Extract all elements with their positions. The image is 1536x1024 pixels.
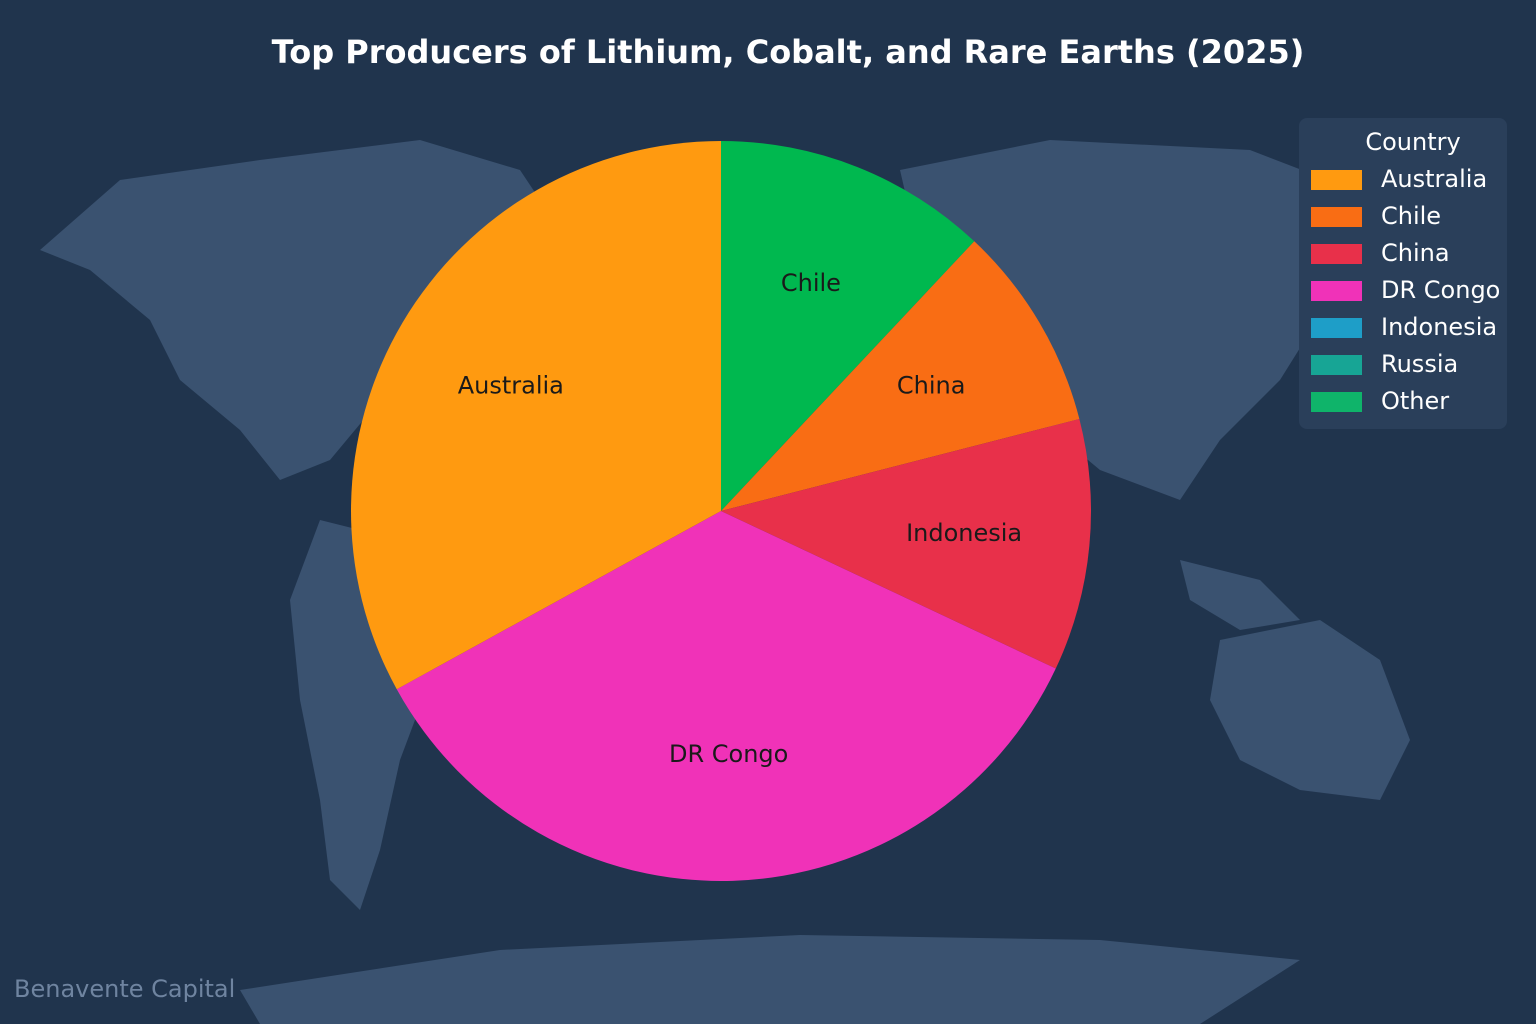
legend-swatch	[1311, 355, 1362, 375]
pie-slice	[721, 141, 975, 511]
legend-swatch	[1311, 244, 1362, 264]
pie-slice	[721, 418, 1092, 669]
legend-swatch	[1311, 207, 1362, 227]
legend-label: DR Congo	[1381, 276, 1500, 304]
world-map	[40, 140, 1410, 1024]
legend-label: Australia	[1381, 165, 1487, 193]
slice-label: Indonesia	[906, 519, 1022, 547]
pie-slice	[396, 511, 1056, 881]
legend-label: Indonesia	[1381, 313, 1497, 341]
legend-swatch	[1311, 170, 1362, 190]
legend-label: Russia	[1381, 350, 1458, 378]
slice-label: Chile	[781, 269, 841, 297]
legend-label: China	[1381, 239, 1450, 267]
slice-label: Australia	[458, 372, 564, 400]
watermark: Benavente Capital	[14, 975, 235, 1003]
slice-label: China	[897, 372, 966, 400]
legend: Country Australia Chile China DR Congo Indon…	[1299, 118, 1507, 429]
legend-title: Country	[1365, 128, 1460, 156]
slice-label: DR Congo	[669, 740, 788, 768]
pie-slice	[351, 141, 721, 690]
pie: Chile China Indonesia DR Congo Australia	[351, 141, 1092, 881]
pie-slice	[721, 241, 1080, 511]
legend-swatch	[1311, 281, 1362, 301]
legend-label: Chile	[1381, 202, 1441, 230]
legend-swatch	[1311, 318, 1362, 338]
legend-label: Other	[1381, 387, 1449, 415]
legend-swatch	[1311, 392, 1362, 412]
legend-box	[1299, 118, 1507, 429]
chart-title: Top Producers of Lithium, Cobalt, and Ra…	[272, 33, 1305, 71]
